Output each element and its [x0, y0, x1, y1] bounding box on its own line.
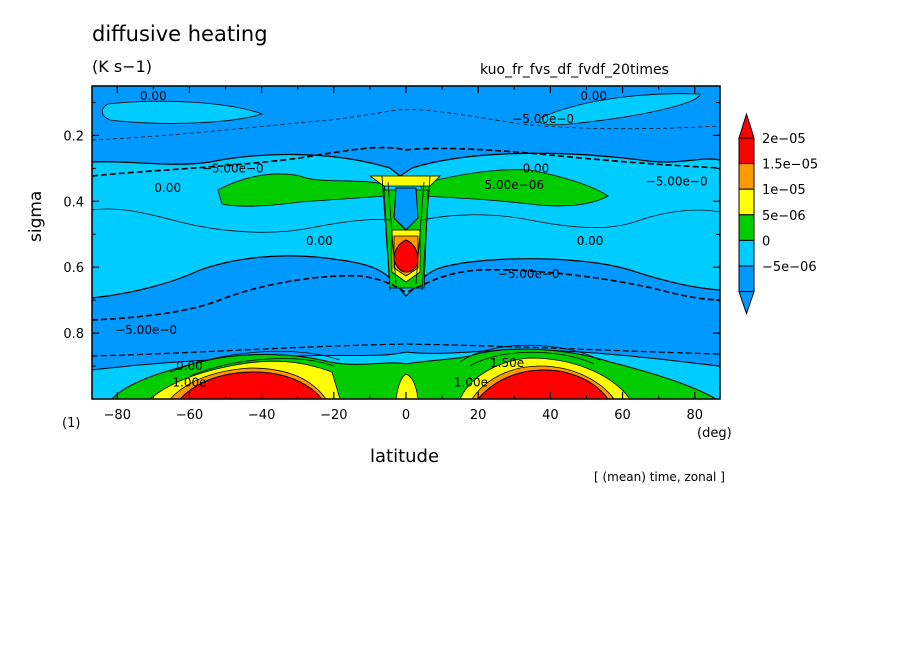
contour-label: −5.00e−0	[498, 267, 560, 281]
contour-label: −5.00e−0	[202, 161, 264, 175]
contour-fill-negative-equator	[393, 187, 419, 231]
contour-fill-equator-surface	[395, 373, 419, 399]
contour-label: 0.00	[523, 161, 550, 175]
contour-fill-positive-top-right	[538, 93, 701, 126]
colorbar-top-arrow	[738, 112, 755, 139]
chart-title: diffusive heating	[92, 22, 268, 46]
colorbar-label: −5e−06	[762, 260, 817, 275]
contour-fill-1e-05-upper	[368, 175, 441, 187]
figure-number: (1)	[62, 416, 81, 431]
contour-line-surface-packed	[169, 344, 601, 377]
colorbar-swatch	[738, 265, 755, 293]
plot-area	[92, 86, 720, 399]
colorbar-swatch	[738, 137, 755, 165]
chart-units: (K s−1)	[92, 57, 152, 76]
contour-label: −5.00e−0	[115, 323, 177, 337]
contour-line-minus5e-06-upper	[92, 146, 720, 177]
colorbar-swatch	[738, 188, 755, 216]
colorbar-swatch	[738, 214, 755, 241]
contour-fill-2e-05-core	[393, 239, 419, 273]
contour-fill-2e-05-surface-south	[179, 371, 323, 399]
y-tick-label: 0.6	[63, 261, 84, 276]
y-tick-label: 0.4	[63, 195, 84, 210]
contour-label: 0.00	[176, 359, 203, 373]
x-tick-label: 0	[402, 408, 410, 423]
contour-label: 0.00	[140, 89, 167, 103]
y-tick-label: 0.8	[63, 327, 84, 342]
contour-label: 5.00e−06	[485, 178, 544, 192]
x-axis-label: latitude	[370, 446, 440, 467]
averaging-note: [ (mean) time, zonal ]	[594, 470, 725, 484]
colorbar-label: 5e−06	[762, 209, 806, 224]
colorbar-swatch	[738, 239, 755, 267]
contour-line-tube-equator	[381, 175, 431, 291]
contour-label: 1.00e	[454, 376, 488, 390]
contour-line-thin-right	[421, 209, 720, 228]
x-tick-label: 60	[614, 408, 631, 423]
colorbar-swatch	[738, 163, 755, 190]
contour-label: 0.00	[577, 234, 604, 248]
contour-label: −5.00e−0	[646, 175, 708, 189]
colorbar-bottom-arrow	[738, 291, 755, 316]
contour-line-thin-top	[92, 109, 720, 141]
contour-label: 0.00	[306, 234, 333, 248]
contour-label: 0.00	[154, 181, 181, 195]
contour-line-thin-left	[92, 208, 391, 233]
x-tick-label: −40	[248, 408, 275, 423]
colorbar-label: 1e−05	[762, 183, 806, 198]
colorbar: 2e−05 1.5e−05 1e−05 5e−06 0 −5e−06	[738, 112, 818, 316]
x-tick-label: 80	[686, 408, 703, 423]
contour-label: 1.00e	[172, 376, 206, 390]
contour-label: 1.50e	[490, 356, 524, 370]
colorbar-label: 2e−05	[762, 132, 806, 147]
contour-label: −5.00e−0	[512, 112, 574, 126]
run-name: kuo_fr_fvs_df_fvdf_20times	[480, 62, 669, 78]
x-tick-label: −20	[320, 408, 347, 423]
x-tick-label: −80	[104, 408, 131, 423]
x-tick-label: −60	[176, 408, 203, 423]
colorbar-label: 0	[762, 234, 770, 249]
contour-label: 0.00	[580, 89, 607, 103]
x-tick-label: 40	[542, 408, 559, 423]
y-tick-label: 0.2	[63, 129, 84, 144]
contour-line-dashed-surface	[92, 343, 720, 357]
axis-ticks: −80 −60 −40 −20 0 20 40 60 80 0.2 0.4 0.6 0.8	[63, 86, 720, 423]
contour-labels: 0.00 0.00 −5.00e−0 −5.00e−0 0.00 0.00 5.00e−06…	[115, 89, 707, 390]
contour-fill-positive-top-left	[101, 100, 264, 124]
x-tick-label: 20	[470, 408, 487, 423]
contour-fill-5e-06-right	[419, 169, 609, 207]
contour-fill-2e-05-surface-north	[477, 369, 609, 399]
colorbar-label: 1.5e−05	[762, 158, 818, 173]
x-axis-unit: (deg)	[697, 426, 732, 441]
